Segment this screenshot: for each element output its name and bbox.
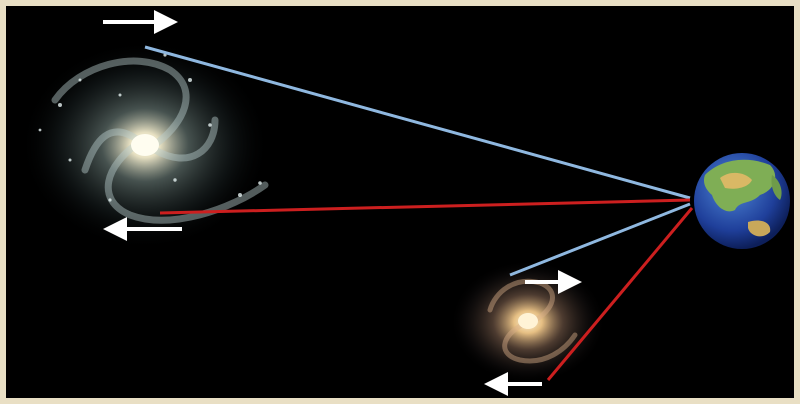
spiral-galaxy-small [450, 260, 606, 384]
earth [694, 153, 790, 249]
galaxy-rotation-diagram [0, 0, 800, 404]
page [0, 0, 800, 404]
